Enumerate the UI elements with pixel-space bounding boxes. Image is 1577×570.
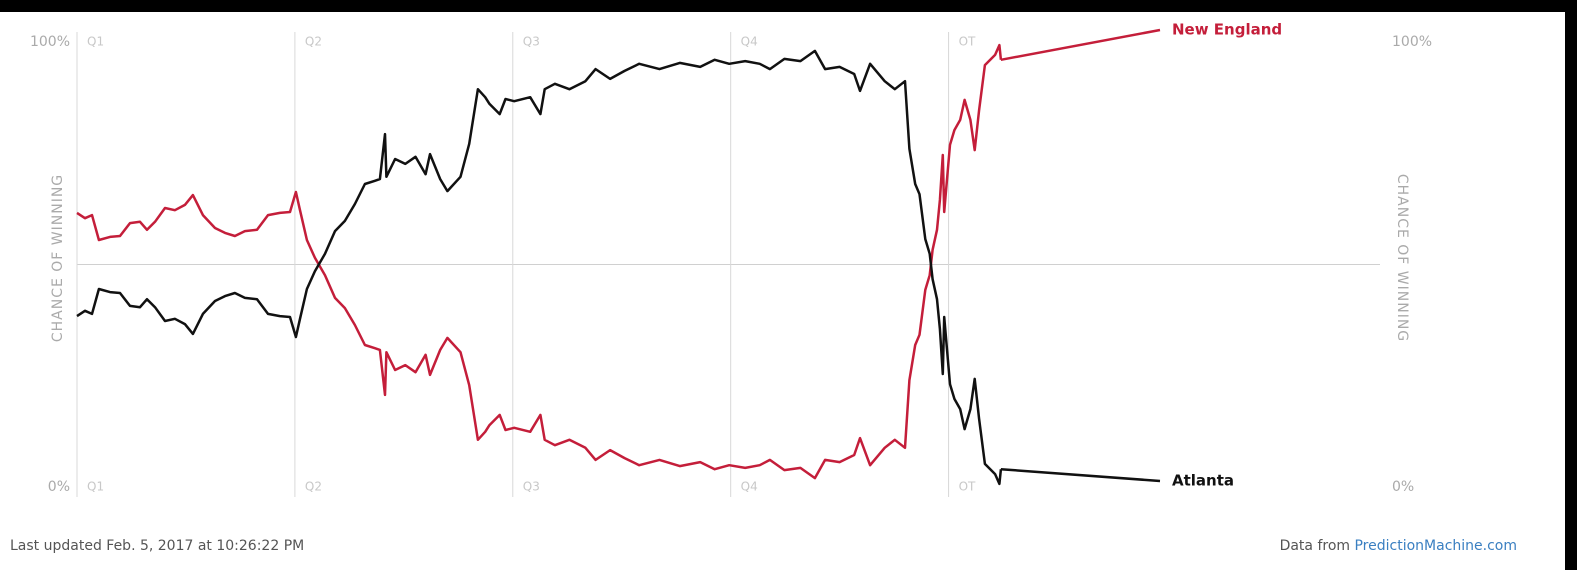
series-line bbox=[76, 43, 1003, 480]
y-tick-label: 0% bbox=[48, 479, 70, 495]
y-tick-label-right: 100% bbox=[1392, 34, 1432, 50]
source-prefix: Data from bbox=[1280, 538, 1350, 554]
x-tick-label-bottom: Q3 bbox=[523, 480, 540, 494]
x-tick-label: Q3 bbox=[523, 35, 540, 49]
series-label: Atlanta bbox=[1172, 472, 1234, 490]
leader-line bbox=[1000, 28, 1161, 62]
source-link[interactable]: PredictionMachine.com bbox=[1354, 538, 1517, 554]
x-tick-label: Q1 bbox=[87, 35, 104, 49]
series-line bbox=[76, 49, 1003, 486]
y-tick-label-right: 0% bbox=[1392, 479, 1414, 495]
x-tick-label-bottom: OT bbox=[959, 480, 976, 494]
x-tick-label-bottom: Q4 bbox=[741, 480, 758, 494]
x-tick-label-bottom: Q1 bbox=[87, 480, 104, 494]
footer-updated: Last updated Feb. 5, 2017 at 10:26:22 PM bbox=[10, 538, 304, 554]
series-label: New England bbox=[1172, 21, 1282, 39]
leader-line bbox=[1000, 467, 1161, 483]
x-tick-label-bottom: Q2 bbox=[305, 480, 322, 494]
x-tick-label: Q4 bbox=[741, 35, 758, 49]
x-tick-label: OT bbox=[959, 35, 976, 49]
y-axis-label-right: CHANCE OF WINNING bbox=[1394, 174, 1410, 342]
background bbox=[0, 12, 1565, 570]
x-tick-label: Q2 bbox=[305, 35, 322, 49]
y-tick-label: 100% bbox=[30, 34, 70, 50]
footer-source: Data from PredictionMachine.com bbox=[1280, 538, 1517, 554]
y-axis-label: CHANCE OF WINNING bbox=[50, 174, 66, 342]
